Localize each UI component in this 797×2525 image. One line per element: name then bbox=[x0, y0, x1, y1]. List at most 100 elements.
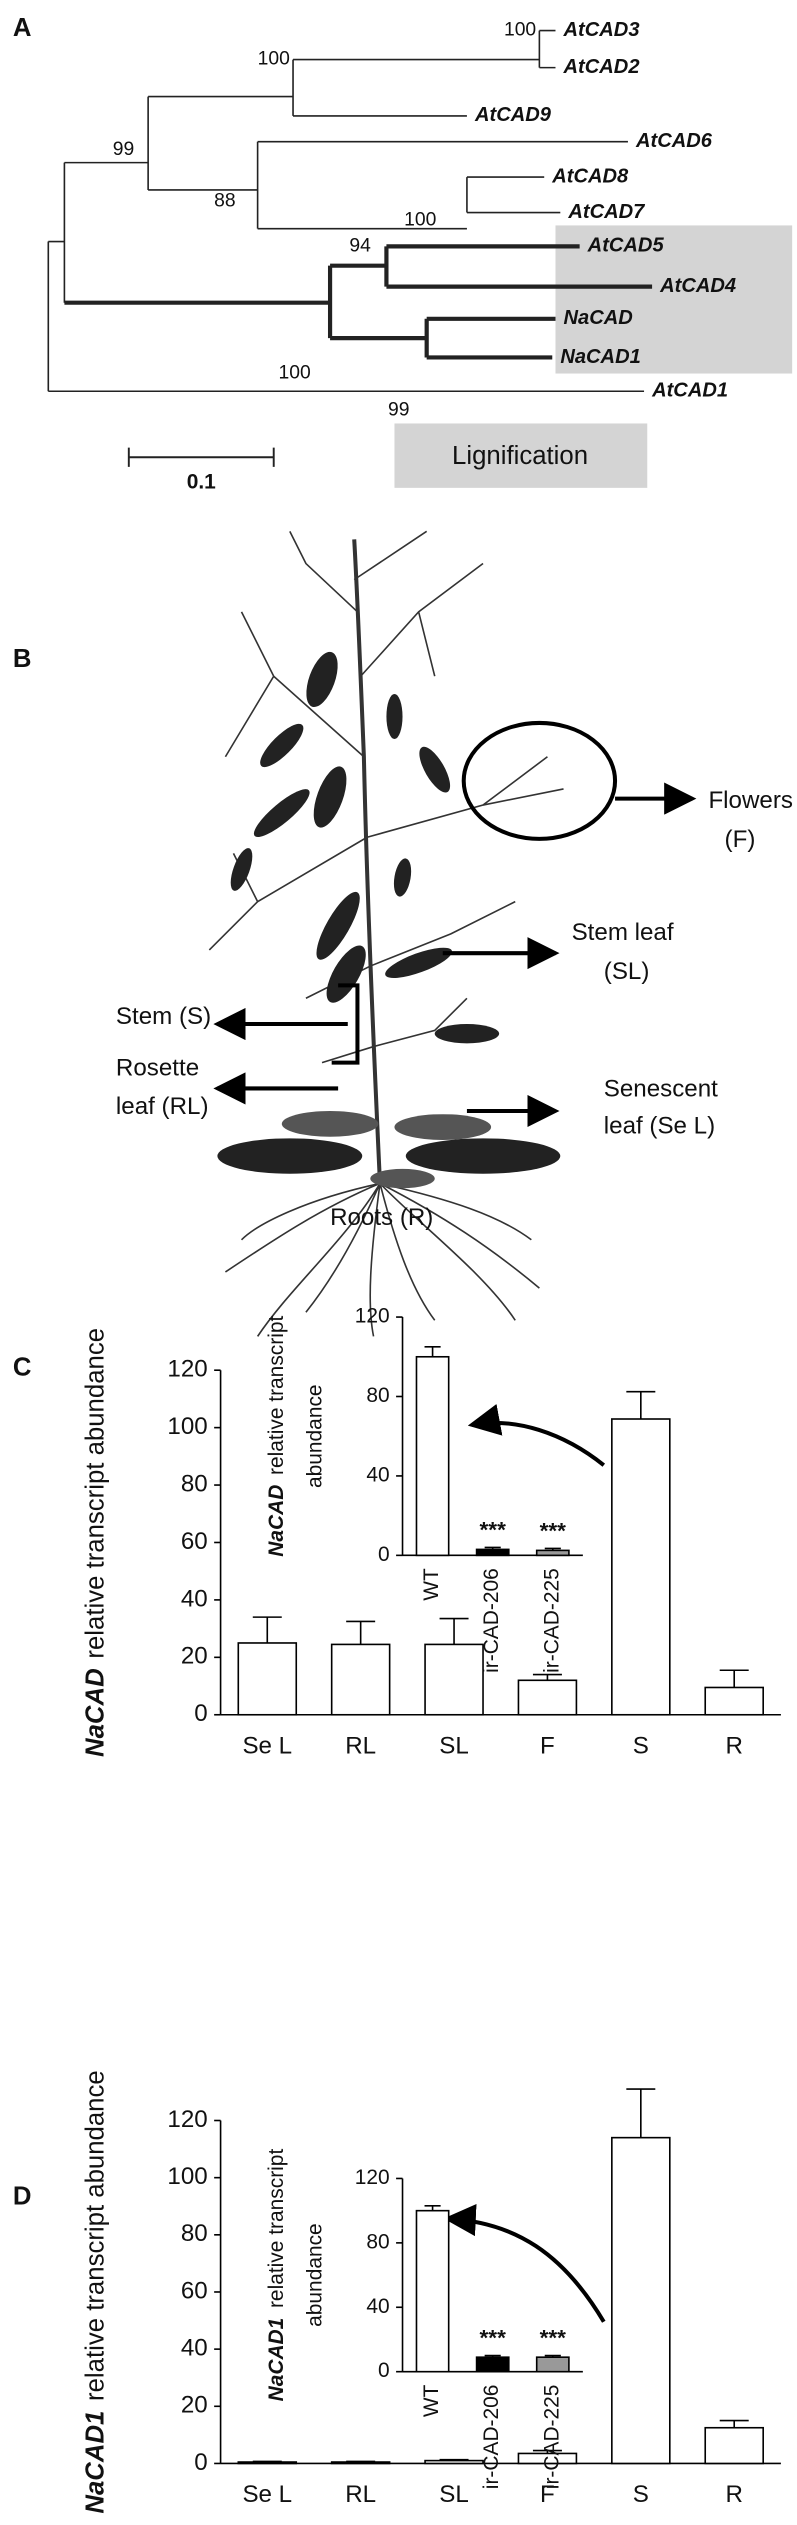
x-tick-label: R bbox=[725, 1732, 742, 1759]
support-value: 100 bbox=[404, 210, 436, 231]
x-tick-label: S bbox=[633, 2481, 649, 2508]
y-axis-label: NaCAD relative transcript bbox=[264, 1316, 287, 1557]
y-axis-label-part: abundance bbox=[303, 2223, 326, 2327]
plant-label: Roots (R) bbox=[330, 1204, 433, 1231]
y-tick-label: 0 bbox=[194, 2449, 207, 2476]
y-axis-label: NaCAD relative transcript abundance bbox=[81, 1328, 109, 1757]
x-tick-label: ir-CAD-206 bbox=[480, 1568, 503, 1673]
support-value: 100 bbox=[504, 20, 536, 41]
y-axis-label: NaCAD1 relative transcript abundance bbox=[81, 2070, 109, 2513]
x-tick-label: F bbox=[540, 2481, 555, 2508]
error-bar bbox=[626, 2088, 656, 2138]
leaf-label: AtCAD3 bbox=[563, 19, 640, 41]
bar bbox=[611, 2136, 671, 2465]
bar-chart: 0 40 80 120 NaCAD1 relative transcript abundan… bbox=[264, 2149, 583, 2489]
inset-arrow bbox=[443, 2203, 606, 2323]
panel-label: C bbox=[13, 1353, 32, 1381]
bar bbox=[475, 2356, 510, 2373]
y-tick-label: 40 bbox=[181, 1585, 208, 1612]
error-bar bbox=[626, 1390, 656, 1420]
support-value: 100 bbox=[279, 363, 311, 384]
figure-content: A AtCAD3 AtCAD2 AtCAD9 AtCAD6 AtCAD8 AtC… bbox=[13, 14, 793, 2514]
y-tick-label: 0 bbox=[378, 2359, 390, 2382]
y-tick-label: 60 bbox=[181, 1528, 208, 1555]
leaf-label: AtCAD7 bbox=[567, 201, 645, 223]
bar bbox=[535, 2356, 570, 2373]
leaf-label: AtCAD8 bbox=[551, 165, 629, 187]
y-tick-label: 60 bbox=[181, 2277, 208, 2304]
panel-label: B bbox=[13, 645, 32, 673]
x-tick-label: R bbox=[725, 2481, 742, 2508]
error-bar bbox=[346, 2460, 376, 2463]
plant-label: (SL) bbox=[604, 958, 650, 985]
bar-chart: 0 20 40 60 80 100 120 NaCAD1 relative transcript… bbox=[81, 2070, 781, 2514]
error-bar bbox=[544, 1547, 561, 1551]
y-tick-label: 40 bbox=[366, 2295, 389, 2318]
y-axis-label: abundance bbox=[303, 2223, 326, 2327]
significance-label: *** bbox=[540, 2325, 567, 2350]
error-bar bbox=[532, 2449, 562, 2454]
panel-label: D bbox=[13, 2183, 32, 2211]
error-bar bbox=[484, 1546, 501, 1550]
plant-arrows bbox=[217, 782, 697, 1128]
error-bar bbox=[424, 2205, 441, 2211]
x-tick-label: SL bbox=[439, 2481, 469, 2508]
leaf-label: AtCAD6 bbox=[635, 130, 713, 152]
support-value: 88 bbox=[214, 190, 235, 211]
y-tick-label: 120 bbox=[355, 1305, 390, 1328]
bar-chart: 0 20 40 60 80 100 120 NaCAD relative transcript … bbox=[81, 1328, 781, 1759]
tree-branches-lignification bbox=[64, 244, 653, 360]
error-bar bbox=[346, 1620, 376, 1645]
y-axis-label-part: relative transcript abundance bbox=[81, 1328, 109, 1659]
group-label: Lignification bbox=[452, 442, 588, 470]
y-tick-label: 120 bbox=[355, 2166, 390, 2189]
error-bar bbox=[252, 2460, 282, 2463]
x-tick-label: RL bbox=[345, 1732, 376, 1759]
panel-label: A bbox=[13, 14, 32, 42]
bar bbox=[415, 2209, 450, 2373]
error-bar bbox=[439, 2458, 469, 2461]
y-tick-label: 120 bbox=[167, 1356, 207, 1383]
y-axis-label: NaCAD1 relative transcript bbox=[264, 2149, 287, 2402]
bar bbox=[704, 1686, 764, 1716]
y-axis-label-part: NaCAD bbox=[81, 1668, 109, 1757]
y-tick-label: 40 bbox=[366, 1463, 389, 1486]
leaf-label: NaCAD1 bbox=[560, 346, 640, 368]
y-tick-label: 100 bbox=[167, 2163, 207, 2190]
y-axis-label-part: NaCAD1 bbox=[264, 2318, 287, 2402]
bar-chart: 0 40 80 120 NaCAD relative transcript abundanc… bbox=[264, 1305, 583, 1673]
y-axis-label-part: abundance bbox=[303, 1384, 326, 1488]
support-value: 99 bbox=[113, 139, 134, 160]
error-bar bbox=[439, 1617, 469, 1645]
plant-label: Rosette bbox=[116, 1054, 199, 1081]
plant-label: Flowers bbox=[708, 787, 793, 814]
significance-label: *** bbox=[480, 1517, 507, 1542]
error-bar bbox=[719, 1669, 749, 1688]
bar bbox=[237, 1642, 298, 1716]
x-tick-label: Se L bbox=[242, 1732, 292, 1759]
error-bar bbox=[719, 2419, 749, 2428]
y-axis-label-part: relative transcript bbox=[264, 1316, 287, 1475]
y-tick-label: 0 bbox=[194, 1700, 207, 1727]
tree bbox=[47, 29, 653, 393]
y-tick-label: 80 bbox=[366, 2230, 389, 2253]
error-bar bbox=[424, 1346, 441, 1357]
bar bbox=[475, 1548, 510, 1557]
leaf-label: AtCAD9 bbox=[474, 104, 552, 126]
y-tick-label: 20 bbox=[181, 1643, 208, 1670]
bar bbox=[704, 2426, 764, 2465]
tree-branches bbox=[47, 29, 645, 393]
leaf-label: AtCAD5 bbox=[587, 235, 665, 257]
bar bbox=[424, 1643, 484, 1716]
plant-label: Stem leaf bbox=[572, 919, 674, 946]
y-tick-label: 120 bbox=[167, 2106, 207, 2133]
x-tick-label: Se L bbox=[242, 2481, 292, 2508]
x-tick-label: RL bbox=[345, 2481, 376, 2508]
error-bar bbox=[544, 2354, 561, 2358]
x-tick-label: WT bbox=[420, 2384, 443, 2417]
plant-illustration bbox=[208, 530, 618, 1337]
bar bbox=[611, 1418, 671, 1716]
y-tick-label: 80 bbox=[366, 1384, 389, 1407]
y-tick-label: 100 bbox=[167, 1413, 207, 1440]
bar bbox=[415, 1355, 450, 1557]
